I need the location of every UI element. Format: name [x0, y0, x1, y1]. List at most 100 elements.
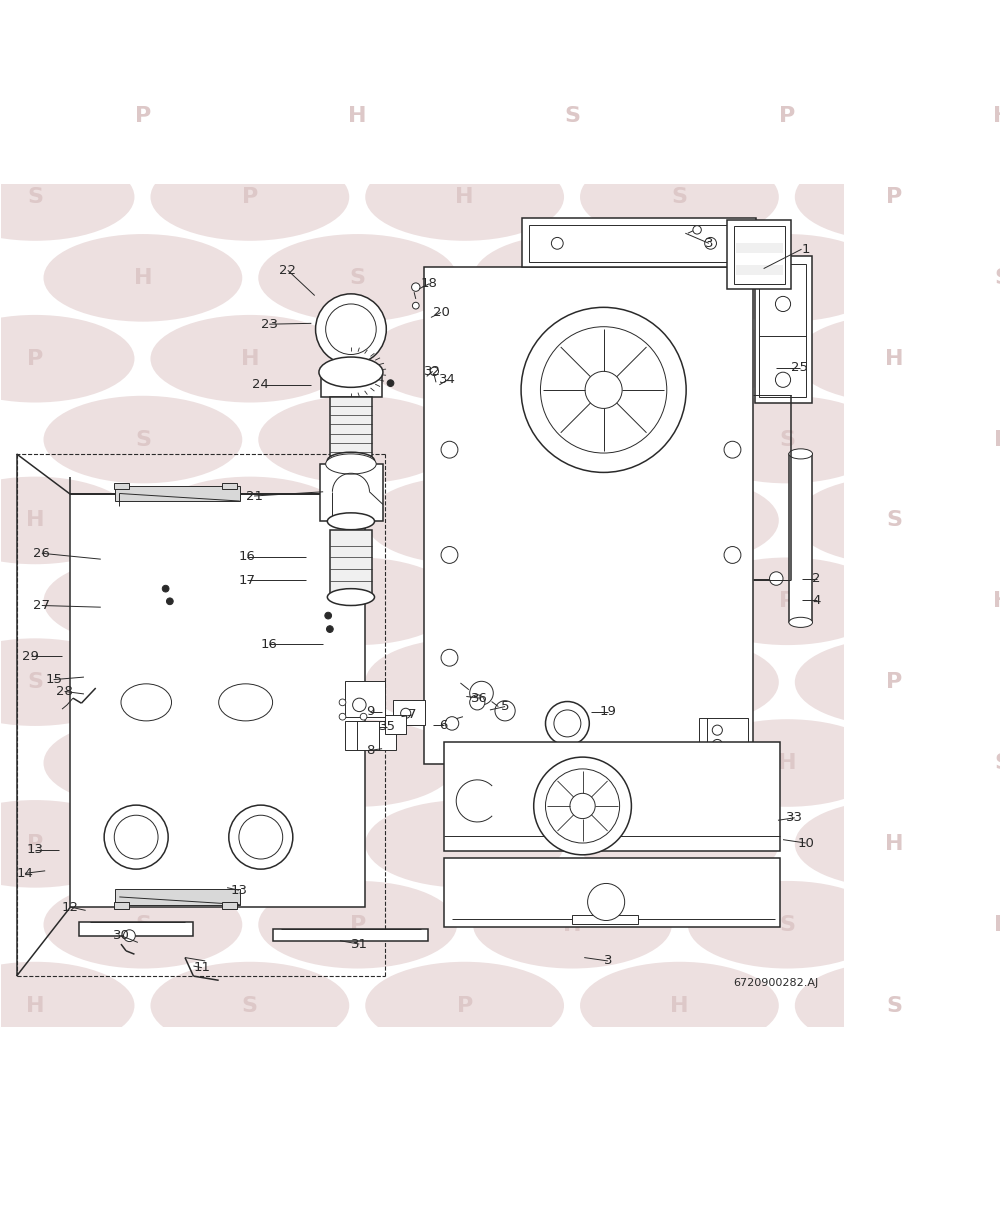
Text: S: S [886, 510, 902, 530]
Text: 20: 20 [433, 306, 449, 318]
Bar [444, 859, 780, 928]
Text: 31: 31 [351, 937, 368, 951]
Text: P: P [994, 914, 1000, 935]
Text: 23: 23 [261, 317, 278, 331]
Text: 13: 13 [230, 884, 247, 896]
Bar [114, 902, 129, 908]
Text: P: P [886, 186, 902, 207]
Circle shape [339, 699, 346, 706]
Text: 34: 34 [439, 373, 456, 386]
Text: 28: 28 [56, 685, 73, 698]
Ellipse shape [258, 396, 457, 483]
Ellipse shape [903, 73, 1000, 160]
Circle shape [545, 769, 620, 843]
Circle shape [229, 805, 293, 869]
Text: 10: 10 [797, 837, 814, 850]
Ellipse shape [150, 800, 349, 888]
Bar [321, 372, 382, 397]
Circle shape [770, 572, 783, 585]
Ellipse shape [327, 512, 375, 529]
Circle shape [104, 805, 168, 869]
Ellipse shape [580, 315, 779, 402]
Circle shape [325, 613, 332, 619]
Text: S: S [242, 995, 258, 1016]
Circle shape [712, 740, 722, 750]
Ellipse shape [150, 962, 349, 1050]
Circle shape [521, 308, 686, 472]
Text: 4: 4 [813, 593, 821, 607]
Ellipse shape [795, 477, 994, 564]
Text: H: H [778, 753, 796, 773]
Ellipse shape [365, 315, 564, 402]
Text: S: S [671, 186, 687, 207]
Circle shape [585, 372, 622, 408]
Bar [736, 243, 783, 253]
Ellipse shape [473, 880, 672, 969]
Text: 5: 5 [501, 700, 509, 713]
Ellipse shape [688, 234, 887, 322]
Text: H: H [134, 753, 152, 773]
Text: H: H [348, 107, 367, 126]
Circle shape [441, 546, 458, 563]
Text: 12: 12 [62, 901, 79, 913]
Text: P: P [671, 349, 688, 368]
Text: 17: 17 [239, 574, 256, 587]
Ellipse shape [0, 962, 134, 1050]
Circle shape [412, 283, 420, 292]
Ellipse shape [903, 234, 1000, 322]
Bar [424, 266, 753, 764]
Bar [70, 494, 365, 907]
Text: 14: 14 [17, 867, 33, 880]
Ellipse shape [789, 449, 812, 459]
Ellipse shape [903, 396, 1000, 483]
Text: S: S [564, 591, 580, 612]
Text: S: S [457, 834, 473, 854]
Circle shape [470, 695, 485, 710]
Bar [734, 226, 785, 283]
Text: H: H [670, 995, 689, 1016]
Text: S: S [242, 510, 258, 530]
Bar [529, 225, 748, 262]
Ellipse shape [473, 719, 672, 807]
Text: 33: 33 [786, 811, 803, 825]
Bar [115, 889, 240, 905]
Ellipse shape [150, 315, 349, 402]
Ellipse shape [44, 73, 242, 160]
Bar [759, 264, 806, 397]
Text: P: P [135, 107, 151, 126]
Circle shape [316, 294, 386, 365]
Circle shape [166, 598, 173, 604]
Bar [434, 277, 743, 753]
Text: P: P [27, 834, 43, 854]
Bar [115, 486, 240, 501]
Text: 6: 6 [439, 718, 448, 731]
Ellipse shape [327, 452, 375, 469]
Ellipse shape [365, 638, 564, 725]
Text: P: P [779, 591, 795, 612]
Ellipse shape [150, 154, 349, 241]
Text: P: P [457, 995, 473, 1016]
Ellipse shape [795, 800, 994, 888]
Text: S: S [457, 349, 473, 368]
Circle shape [712, 725, 722, 735]
Circle shape [705, 237, 716, 249]
Text: H: H [348, 591, 367, 612]
Ellipse shape [44, 234, 242, 322]
Text: 13: 13 [27, 843, 44, 856]
Text: P: P [779, 107, 795, 126]
Text: H: H [563, 914, 582, 935]
Ellipse shape [903, 719, 1000, 807]
Text: P: P [27, 349, 43, 368]
Text: 26: 26 [33, 547, 50, 559]
Bar [727, 219, 791, 288]
Circle shape [588, 884, 625, 920]
Text: H: H [26, 510, 44, 530]
Text: H: H [885, 349, 903, 368]
Bar [79, 923, 193, 936]
Circle shape [339, 713, 346, 721]
Circle shape [124, 930, 135, 942]
Text: H: H [241, 349, 259, 368]
Text: P: P [242, 672, 258, 693]
Text: 36: 36 [471, 691, 488, 705]
Text: H: H [670, 510, 689, 530]
